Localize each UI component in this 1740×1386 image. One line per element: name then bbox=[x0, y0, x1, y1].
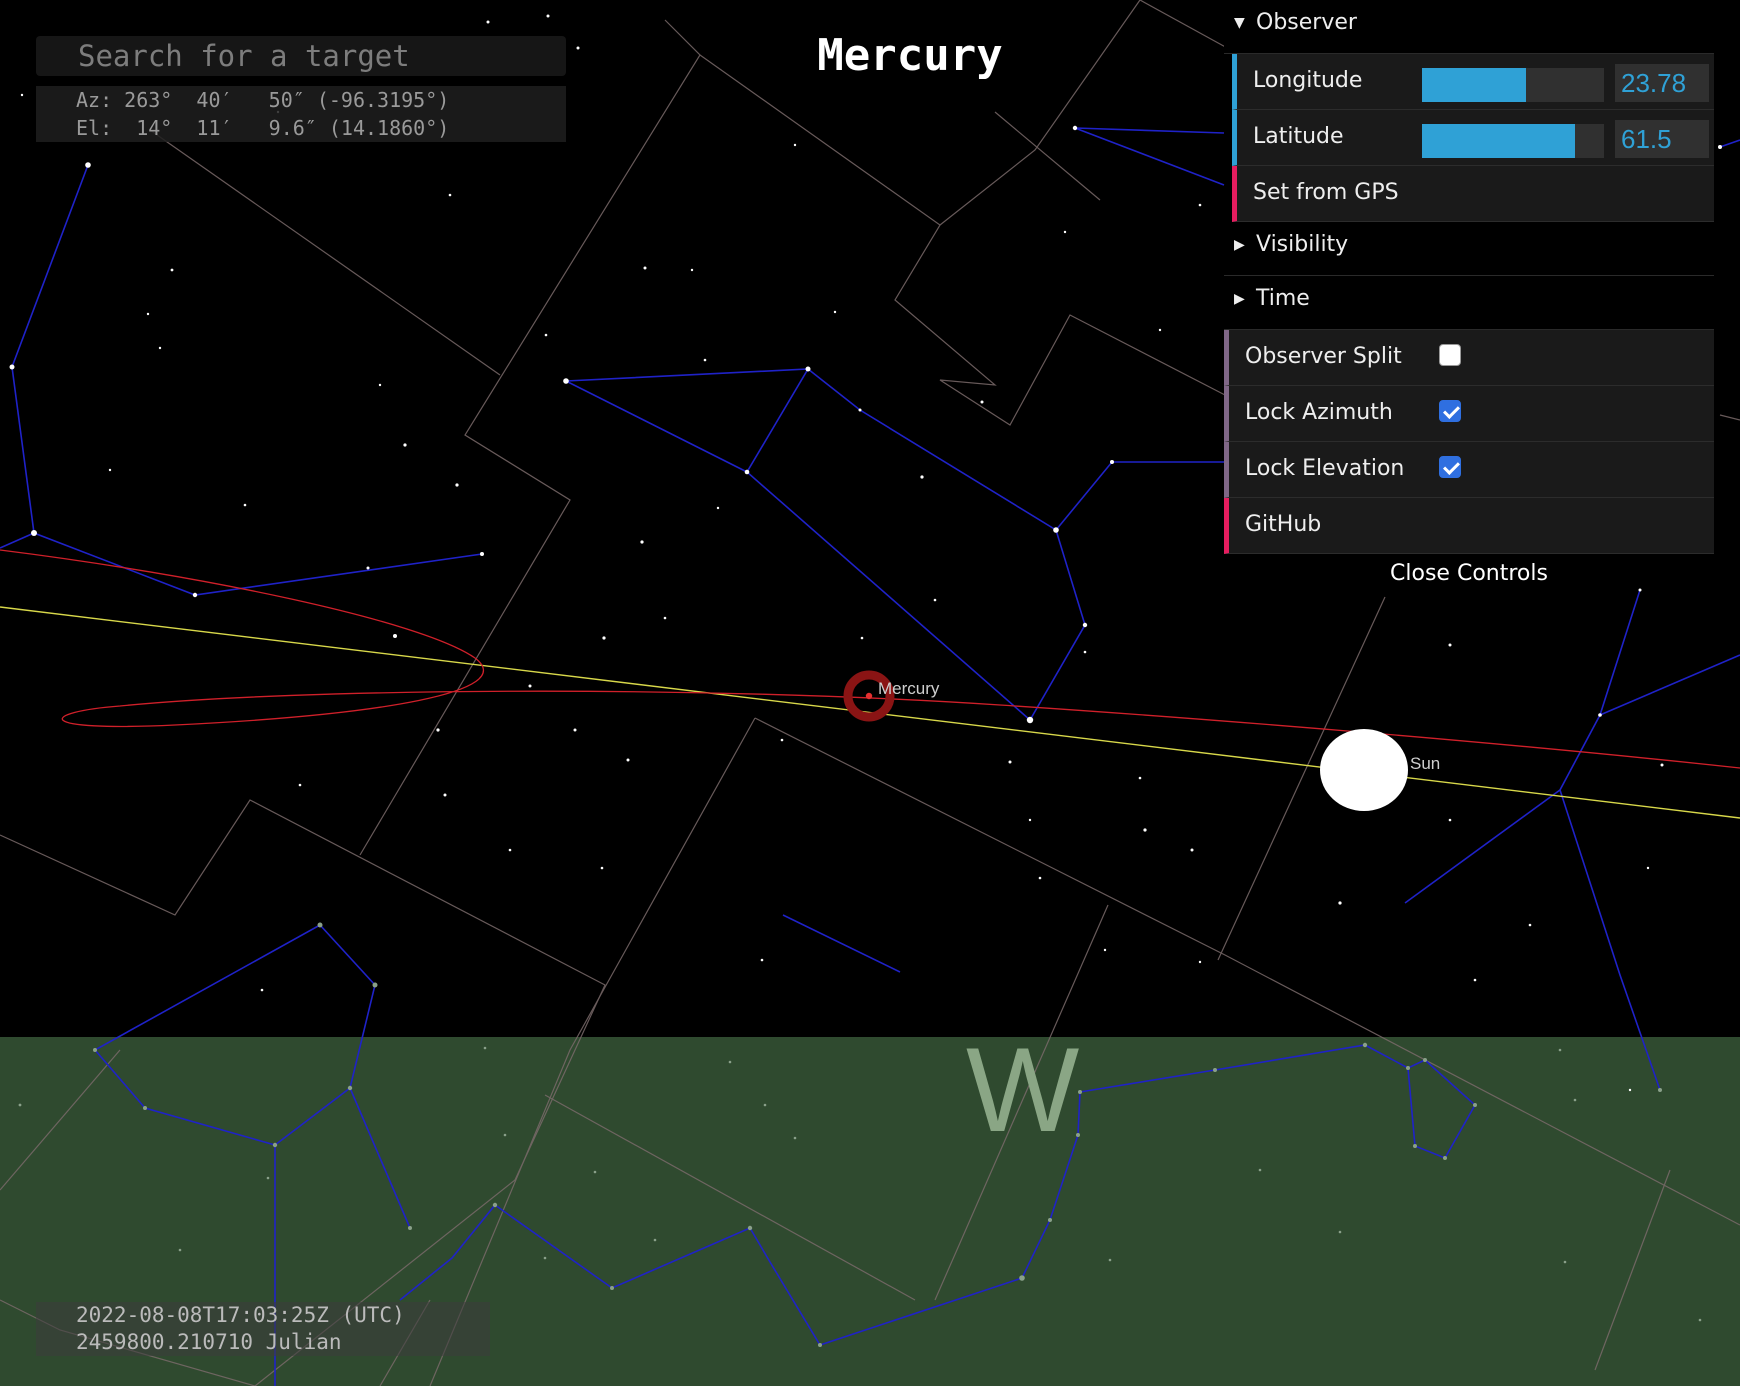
close-controls-button[interactable]: Close Controls bbox=[1390, 561, 1548, 586]
longitude-slider-fill bbox=[1422, 68, 1526, 102]
caret-right-icon: ▶ bbox=[1234, 237, 1245, 253]
elevation-readout: El: 14° 11′ 9.6″ (14.1860°) bbox=[76, 116, 450, 140]
julian-date: 2459800.210710 Julian bbox=[76, 1330, 342, 1354]
sun-marker bbox=[1320, 729, 1408, 811]
time-readout: 2022-08-08T17:03:25Z (UTC) 2459800.210710… bbox=[36, 1302, 490, 1356]
set-from-gps-label: Set from GPS bbox=[1253, 180, 1399, 205]
mercury-label: Mercury bbox=[878, 679, 940, 698]
visibility-folder[interactable]: ▶ Visibility bbox=[1224, 222, 1714, 276]
mercury-orbit-path bbox=[0, 549, 1740, 769]
observer-split-control: Observer Split bbox=[1224, 330, 1714, 386]
set-from-gps-button[interactable]: Set from GPS bbox=[1232, 166, 1714, 222]
sun-label: Sun bbox=[1410, 754, 1441, 773]
compass-direction-west: W bbox=[966, 1023, 1080, 1157]
longitude-label: Longitude bbox=[1253, 68, 1363, 93]
longitude-input[interactable]: 23.78 bbox=[1615, 64, 1709, 102]
latitude-control: Latitude 61.5 bbox=[1232, 110, 1714, 166]
star-field bbox=[9, 14, 1722, 1092]
latitude-input[interactable]: 61.5 bbox=[1615, 120, 1709, 158]
lock-elevation-control: Lock Elevation bbox=[1224, 442, 1714, 498]
lock-azimuth-label: Lock Azimuth bbox=[1245, 400, 1393, 425]
mercury-target-ring bbox=[843, 670, 895, 722]
time-folder-title: Time bbox=[1256, 286, 1310, 311]
caret-down-icon: ▼ bbox=[1234, 15, 1245, 31]
latitude-label: Latitude bbox=[1253, 124, 1344, 149]
latitude-slider-fill bbox=[1422, 124, 1575, 158]
coordinate-readout: Az: 263° 40′ 50″ (-96.3195°) El: 14° 11′ … bbox=[36, 86, 566, 142]
lock-elevation-checkbox[interactable] bbox=[1439, 456, 1461, 478]
observer-split-label: Observer Split bbox=[1245, 344, 1402, 369]
constellation-lines bbox=[0, 127, 1740, 1386]
github-link[interactable]: GitHub bbox=[1224, 498, 1714, 554]
longitude-control: Longitude 23.78 bbox=[1232, 54, 1714, 110]
azimuth-readout: Az: 263° 40′ 50″ (-96.3195°) bbox=[76, 88, 450, 112]
caret-right-icon: ▶ bbox=[1234, 291, 1245, 307]
lock-azimuth-control: Lock Azimuth bbox=[1224, 386, 1714, 442]
longitude-slider[interactable] bbox=[1422, 68, 1604, 102]
lock-elevation-label: Lock Elevation bbox=[1245, 456, 1405, 481]
time-folder[interactable]: ▶ Time bbox=[1224, 276, 1714, 330]
mercury-marker bbox=[865, 692, 873, 700]
github-label: GitHub bbox=[1245, 512, 1322, 537]
search-box[interactable] bbox=[36, 36, 566, 76]
visibility-folder-title: Visibility bbox=[1256, 232, 1349, 257]
utc-time: 2022-08-08T17:03:25Z (UTC) bbox=[76, 1303, 405, 1327]
controls-panel: ▼ Observer Longitude 23.78 Latitude 61.5… bbox=[1224, 0, 1714, 594]
observer-split-checkbox[interactable] bbox=[1439, 344, 1461, 366]
search-input[interactable] bbox=[36, 36, 566, 76]
ground-stars bbox=[18, 922, 1702, 1347]
observer-folder[interactable]: ▼ Observer bbox=[1224, 0, 1714, 54]
observer-folder-title: Observer bbox=[1256, 10, 1357, 35]
target-title: Mercury bbox=[817, 30, 1003, 81]
latitude-slider[interactable] bbox=[1422, 124, 1604, 158]
lock-azimuth-checkbox[interactable] bbox=[1439, 400, 1461, 422]
